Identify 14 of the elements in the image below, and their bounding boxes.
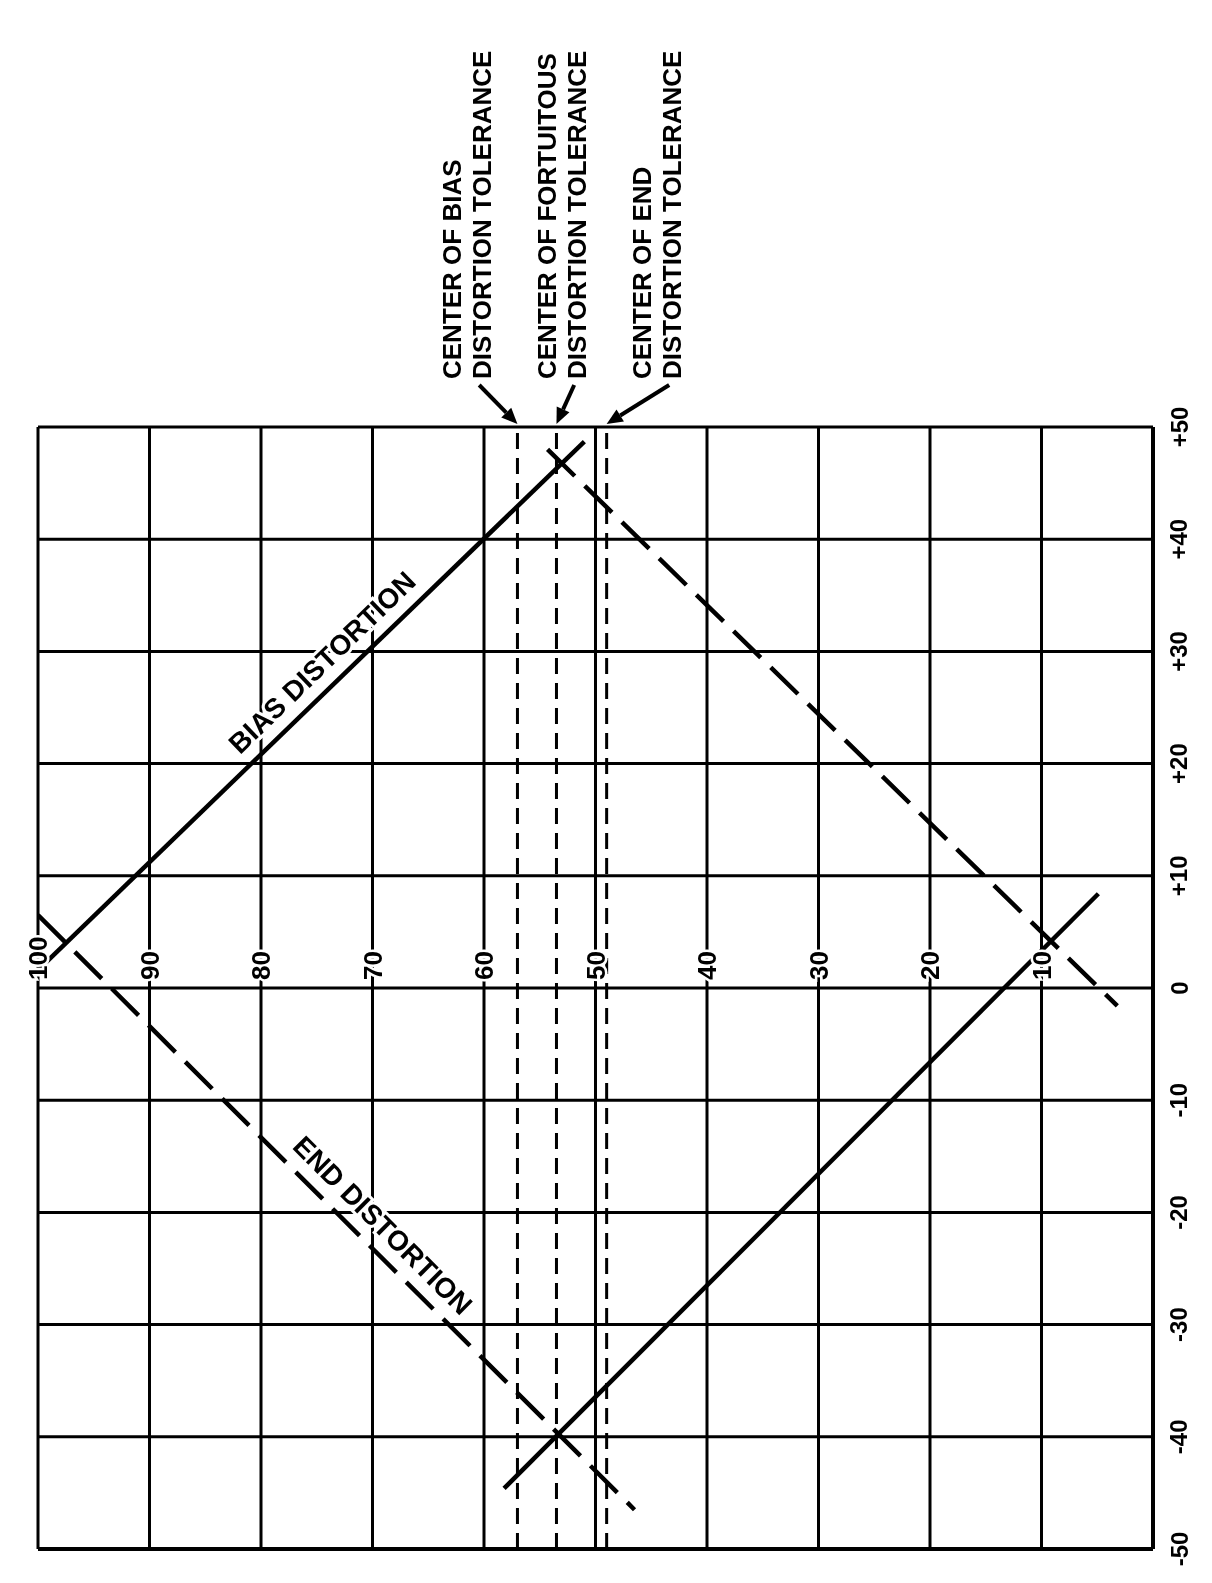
y-tick-label: -20 <box>1165 1195 1193 1230</box>
ref-line-label: CENTER OF FORTUITOUS DISTORTION TOLERANCE <box>532 50 593 379</box>
y-tick-label: -10 <box>1165 1082 1193 1118</box>
y-tick-label: +30 <box>1165 631 1193 672</box>
y-tick-label: -30 <box>1165 1307 1193 1342</box>
y-tick-label: 0 <box>1165 981 1193 995</box>
ref-line-label: CENTER OF BIAS DISTORTION TOLERANCE <box>437 50 498 379</box>
y-tick-label: +20 <box>1165 743 1193 784</box>
y-tick-label: +50 <box>1165 406 1193 448</box>
y-tick-label: -50 <box>1165 1531 1193 1567</box>
y-tick-label: -40 <box>1165 1419 1193 1455</box>
y-tick-label: +10 <box>1165 855 1193 897</box>
ref-line-label: CENTER OF END DISTORTION TOLERANCE <box>627 50 688 379</box>
y-tick-label: +40 <box>1165 518 1193 560</box>
